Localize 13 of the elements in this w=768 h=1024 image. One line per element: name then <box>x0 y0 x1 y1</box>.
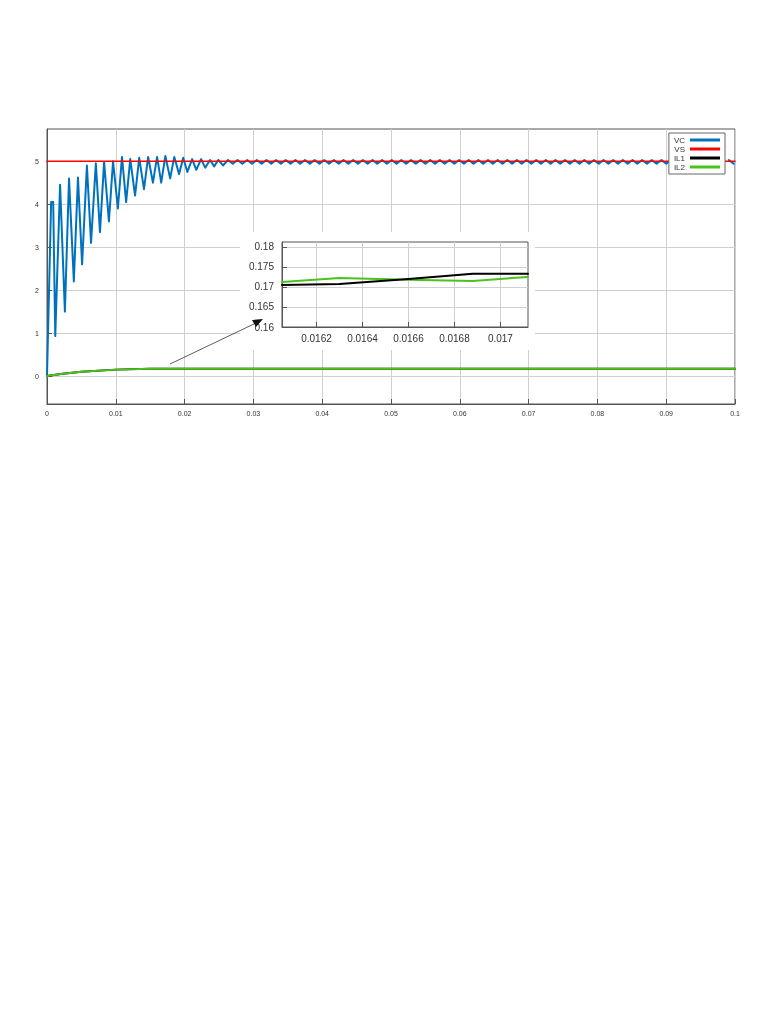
x-tick-label: 0.0162 <box>301 332 333 344</box>
x-tick-label: 0.0168 <box>439 332 471 344</box>
legend-label: IL1 <box>673 153 686 163</box>
y-tick-label: 0.18 <box>254 241 275 253</box>
y-tick-label: 0.175 <box>248 261 275 273</box>
y-tick-label: 0.165 <box>248 301 275 313</box>
x-tick-label: 0.0164 <box>347 332 379 344</box>
x-tick-label: 0.0166 <box>393 332 425 344</box>
legend-label: IL2 <box>673 162 686 172</box>
y-tick-label: 0.17 <box>254 281 275 293</box>
x-tick-label: 0.017 <box>487 332 514 344</box>
legend-label: VC <box>673 135 686 145</box>
legend-label: VS <box>674 144 685 154</box>
